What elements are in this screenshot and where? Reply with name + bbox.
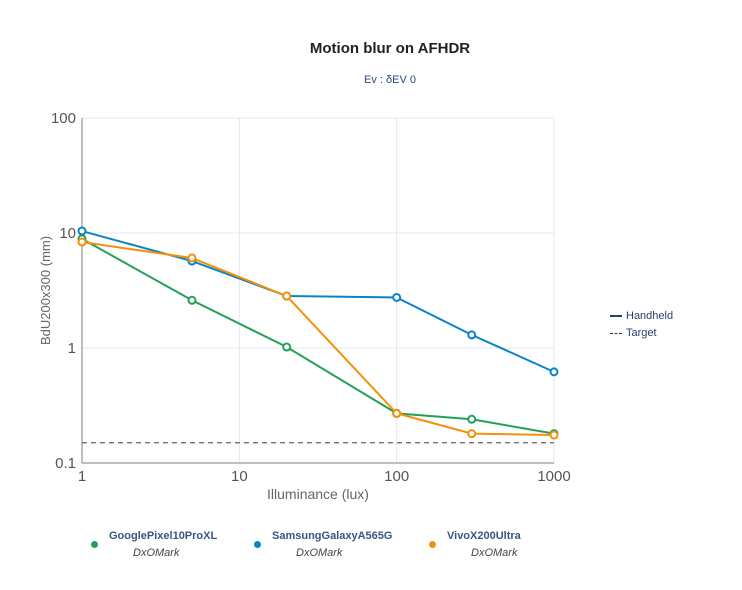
- data-point: [282, 291, 292, 301]
- y-tick-label: 0.1: [55, 455, 76, 472]
- x-axis-label: Illuminance (lux): [267, 486, 369, 502]
- data-point: [392, 408, 402, 418]
- data-point: [77, 226, 87, 236]
- data-point: [187, 295, 197, 305]
- x-tick-label: 100: [384, 468, 409, 485]
- legend-source: DxOMark: [296, 547, 343, 559]
- x-tick-label: 1: [78, 468, 86, 485]
- legend-handheld[interactable]: Handheld: [610, 310, 673, 322]
- chart-title: Motion blur on AFHDR: [309, 40, 471, 57]
- legend-label: Handheld: [626, 310, 674, 322]
- legend-target[interactable]: Target: [610, 327, 657, 339]
- dot-icon: [254, 541, 261, 548]
- x-tick-label: 1000: [537, 468, 570, 485]
- data-point: [549, 430, 559, 440]
- solid-line-icon: [610, 315, 622, 318]
- legend-label: Target: [626, 327, 657, 339]
- data-point: [467, 330, 477, 340]
- y-axis-label: BdU200x300 (mm): [38, 236, 53, 345]
- y-tick-label: 100: [51, 110, 76, 127]
- chart-subtitle: Ev : δEV 0: [364, 74, 416, 86]
- series-line-0: [81, 237, 555, 435]
- legend-source: DxOMark: [471, 547, 518, 559]
- dot-icon: [91, 541, 98, 548]
- data-point: [187, 253, 197, 263]
- legend-name: GooglePixel10ProXL: [109, 530, 218, 542]
- data-point: [467, 414, 477, 424]
- x-tick-label: 10: [231, 468, 248, 485]
- data-point: [282, 342, 292, 352]
- series-line-2: [81, 241, 555, 437]
- dashed-line-icon: [610, 332, 622, 334]
- legend-name: SamsungGalaxyA565G: [272, 530, 393, 542]
- legend-source: DxOMark: [133, 547, 180, 559]
- y-tick-label: 1: [68, 340, 76, 357]
- data-point: [77, 237, 87, 247]
- data-point: [392, 292, 402, 302]
- y-tick-label: 10: [59, 225, 76, 242]
- dot-icon: [429, 541, 436, 548]
- data-point: [549, 367, 559, 377]
- data-point: [467, 429, 477, 439]
- legend-name: VivoX200Ultra: [447, 530, 521, 542]
